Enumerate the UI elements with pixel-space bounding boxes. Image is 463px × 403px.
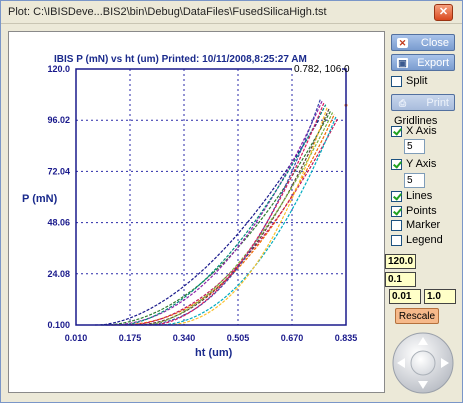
pan-joystick-icon[interactable] (391, 331, 455, 395)
x-tick-label: 0.835 (335, 333, 358, 343)
series-line (130, 108, 330, 326)
print-button-label: Print (426, 97, 449, 109)
y-axis-label: P (mN) (22, 193, 58, 205)
legend-label: Legend (406, 234, 443, 246)
x-tick-label: 0.175 (119, 333, 142, 343)
series-line (148, 102, 325, 326)
series-line (142, 112, 334, 326)
split-label: Split (406, 75, 428, 87)
rescale-button[interactable]: Rescale (395, 308, 439, 324)
x-axis-checkbox-label: X Axis (406, 125, 437, 137)
marker-checkbox-box[interactable] (391, 220, 402, 231)
x-max-input[interactable]: 1.0 (424, 289, 456, 304)
series-line (154, 116, 337, 326)
y-tick-label: 0.100 (47, 320, 70, 330)
y-tick-label: 96.02 (47, 115, 70, 125)
close-x-icon: ✕ (397, 38, 408, 48)
y-tick-label: 24.08 (47, 269, 70, 279)
series-line (136, 98, 322, 326)
close-button-label: Close (420, 37, 449, 49)
series-line (160, 106, 328, 326)
x-tick-label: 0.010 (65, 333, 88, 343)
x-axis-label: ht (um) (195, 347, 233, 359)
y-tick-label: 120.0 (47, 64, 70, 74)
gridlines-label: Gridlines (394, 115, 438, 127)
plot-border (75, 68, 347, 326)
y-axis-divisions-input[interactable]: 5 (404, 173, 425, 188)
plot-area[interactable]: IBIS P (mN) vs ht (um) Printed: 10/11/20… (8, 31, 385, 393)
marker-label: Marker (406, 219, 441, 231)
save-icon: ▣ (397, 58, 408, 68)
title-bar[interactable]: Plot: C:\IBISDeve...BIS2\bin\Debug\DataF… (1, 1, 462, 24)
cursor-readout-bg (292, 63, 342, 74)
series-line (112, 114, 335, 326)
chart-title: IBIS P (mN) vs ht (um) Printed: 10/11/20… (54, 54, 307, 65)
lines-label: Lines (406, 190, 433, 202)
series-line (124, 118, 339, 326)
pan-left-icon[interactable] (397, 358, 405, 368)
x-tick-label: 0.670 (281, 333, 304, 343)
pan-up-icon[interactable] (418, 337, 428, 345)
points-label: Points (406, 205, 437, 217)
y-tick-label: 72.04 (47, 166, 70, 176)
y-tick-label: 48.06 (47, 218, 70, 228)
pan-down-icon[interactable] (418, 381, 428, 389)
x-axis-divisions-input[interactable]: 5 (404, 139, 425, 154)
lines-checkbox-box[interactable] (391, 191, 402, 202)
export-button-label: Export (417, 57, 449, 69)
print-button[interactable]: ⎙ Print (391, 94, 455, 111)
cursor-readout: 0.782, 106.0 (294, 64, 350, 75)
window-title: Plot: C:\IBISDeve...BIS2\bin\Debug\DataF… (8, 6, 327, 18)
export-button[interactable]: ▣ Export (391, 54, 455, 71)
chart-svg[interactable]: IBIS P (mN) vs ht (um) Printed: 10/11/20… (9, 32, 384, 392)
x-axis-checkbox-box[interactable] (391, 126, 402, 137)
legend-checkbox-box[interactable] (391, 235, 402, 246)
series-line (118, 104, 327, 326)
pan-right-icon[interactable] (441, 358, 449, 368)
y-max-input[interactable]: 120.0 (385, 254, 416, 269)
y-axis-checkbox-box[interactable] (391, 159, 402, 170)
x-tick-label: 0.505 (227, 333, 250, 343)
window-close-icon[interactable]: ✕ (434, 4, 453, 21)
x-min-input[interactable]: 0.01 (389, 289, 421, 304)
series-line (95, 119, 320, 326)
y-axis-checkbox-label: Y Axis (406, 158, 437, 170)
x-tick-label: 0.340 (173, 333, 196, 343)
y-min-input[interactable]: 0.1 (385, 272, 416, 287)
split-checkbox-box[interactable] (391, 76, 402, 87)
points-checkbox-box[interactable] (391, 206, 402, 217)
close-button[interactable]: ✕ Close (391, 34, 455, 51)
printer-icon: ⎙ (398, 98, 407, 108)
